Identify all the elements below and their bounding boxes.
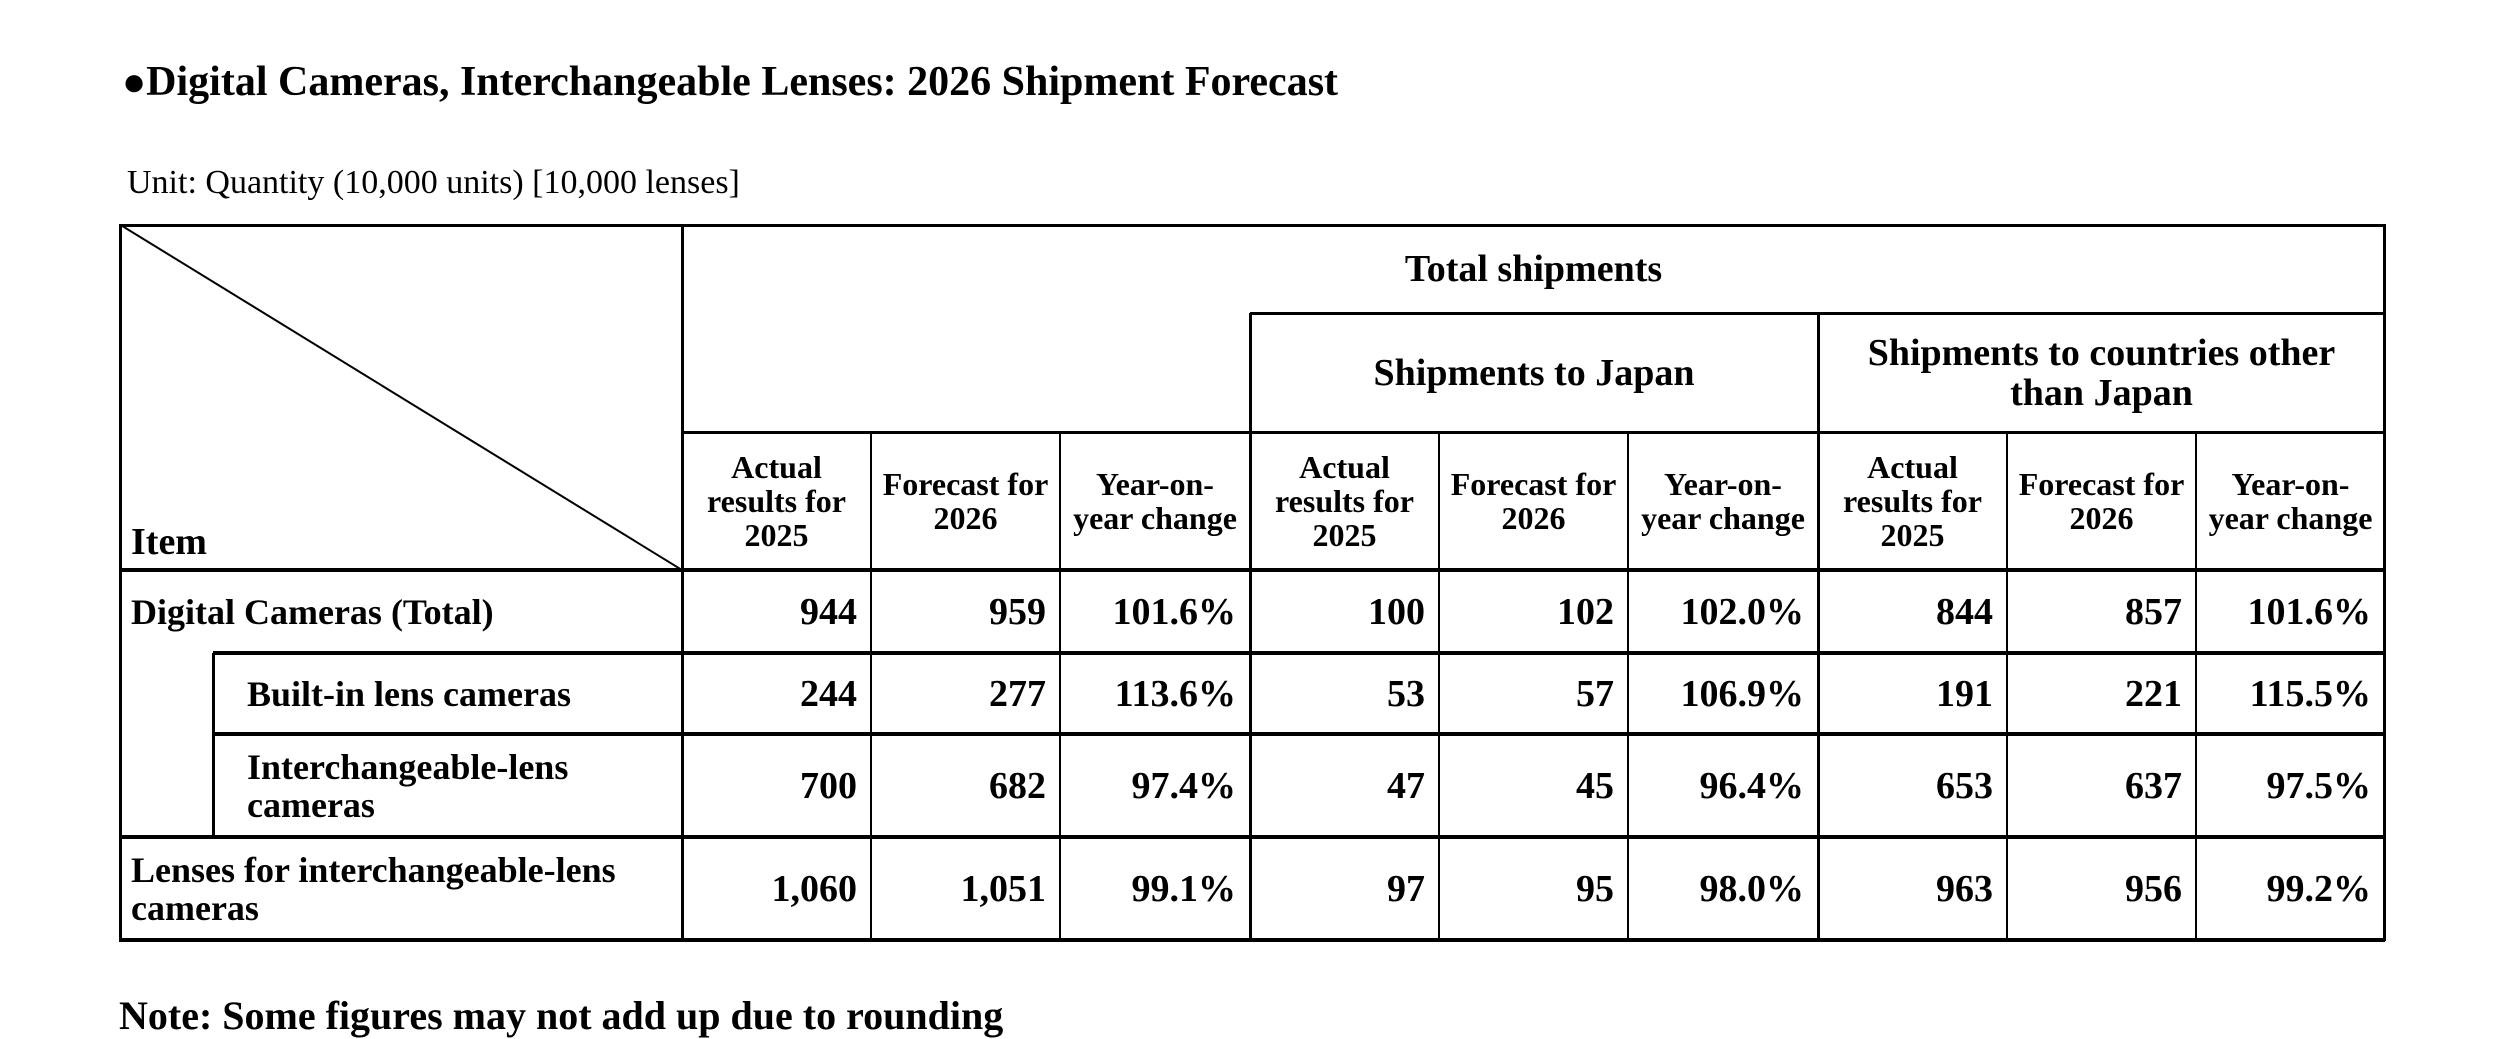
row-label: Built-in lens cameras [247, 673, 571, 714]
table-cell: 956 [2125, 868, 2182, 910]
table-border [213, 651, 2385, 655]
table-cell: 244 [800, 672, 857, 715]
table-cell: 95 [1576, 868, 1614, 910]
table-border [1249, 313, 1252, 941]
shipment-forecast-table: Item Total shipments Shipments to Japan … [119, 224, 2386, 942]
row-label: Interchangeable-lens cameras [247, 746, 569, 825]
column-header: Year-on-year change [2208, 466, 2373, 536]
table-cell: 637 [2125, 764, 2182, 807]
table-border [119, 835, 2385, 839]
unit-label: Unit: Quantity (10,000 units) [10,000 le… [127, 164, 740, 201]
table-cell: 106.9% [1680, 672, 1805, 715]
table-cell: 100 [1368, 590, 1425, 633]
table-cell: 844 [1936, 590, 1993, 633]
column-header: Actual results for 2025 [1843, 449, 1982, 553]
table-border [870, 432, 872, 941]
column-header: Actual results for 2025 [1275, 449, 1414, 553]
column-header: Forecast for 2026 [1450, 466, 1617, 536]
row-label: Digital Cameras (Total) [131, 591, 494, 632]
table-border [1438, 432, 1440, 941]
column-header: Year-on-year change [1073, 466, 1237, 536]
table-cell: 857 [2125, 590, 2182, 633]
table-cell: 1,060 [771, 868, 858, 910]
table-cell: 45 [1576, 764, 1614, 807]
table-cell: 97 [1387, 868, 1425, 910]
table-cell: 97.5% [2266, 764, 2372, 807]
footnote: Note: Some figures may not add up due to… [119, 993, 1004, 1038]
title-text: Digital Cameras, Interchangeable Lenses:… [146, 59, 1339, 105]
table-cell: 102 [1557, 590, 1614, 633]
table-border [1817, 313, 1820, 941]
table-cell: 682 [989, 764, 1046, 807]
table-cell: 101.6% [1112, 590, 1237, 633]
table-cell: 97.4% [1131, 764, 1237, 807]
table-cell: 53 [1387, 672, 1425, 715]
column-header: Forecast for 2026 [882, 466, 1049, 536]
table-border [119, 224, 2385, 227]
table-cell: 47 [1387, 764, 1425, 807]
subgroup-header-overseas: Shipments to countries other than Japan [1867, 331, 2336, 414]
table-border [1627, 432, 1629, 941]
table-cell: 98.0% [1699, 868, 1805, 910]
corner-item-label: Item [131, 521, 207, 563]
table-border [212, 653, 215, 837]
table-cell: 96.4% [1699, 764, 1805, 807]
table-cell: 944 [800, 590, 857, 633]
table-cell: 102.0% [1680, 590, 1805, 633]
group-header-total-shipments: Total shipments [1404, 247, 1663, 290]
table-border [213, 732, 2385, 736]
table-cell: 221 [2125, 672, 2182, 715]
table-cell: 57 [1576, 672, 1614, 715]
table-cell: 113.6% [1114, 672, 1236, 715]
table-cell: 277 [989, 672, 1046, 715]
column-header: Forecast for 2026 [2018, 466, 2185, 536]
subgroup-header-japan: Shipments to Japan [1373, 351, 1695, 394]
table-cell: 101.6% [2247, 590, 2372, 633]
table-border [119, 568, 2385, 572]
table-border [119, 938, 2385, 942]
table-cell: 963 [1936, 868, 1993, 910]
table-border [681, 224, 684, 941]
table-border [2195, 432, 2197, 941]
table-border [1059, 432, 1061, 941]
table-border [2006, 432, 2008, 941]
bullet-icon: ● [122, 59, 147, 104]
row-label: Lenses for interchangeable-lens cameras [131, 850, 616, 928]
table-border [2383, 224, 2386, 941]
table-cell: 653 [1936, 764, 1993, 807]
table-border [682, 431, 2385, 434]
page-title: ●Digital Cameras, Interchangeable Lenses… [122, 58, 1338, 106]
table-cell: 99.1% [1131, 868, 1237, 910]
table-cell: 959 [989, 590, 1046, 633]
diagonal-divider-icon [119, 224, 682, 570]
column-header: Year-on-year change [1641, 466, 1805, 536]
table-cell: 191 [1936, 672, 1993, 715]
column-header: Actual results for 2025 [707, 449, 846, 553]
table-border [119, 224, 122, 941]
table-cell: 700 [800, 764, 857, 807]
table-cell: 115.5% [2249, 672, 2371, 715]
table-cell: 99.2% [2266, 868, 2372, 910]
table-cell: 1,051 [960, 868, 1047, 910]
